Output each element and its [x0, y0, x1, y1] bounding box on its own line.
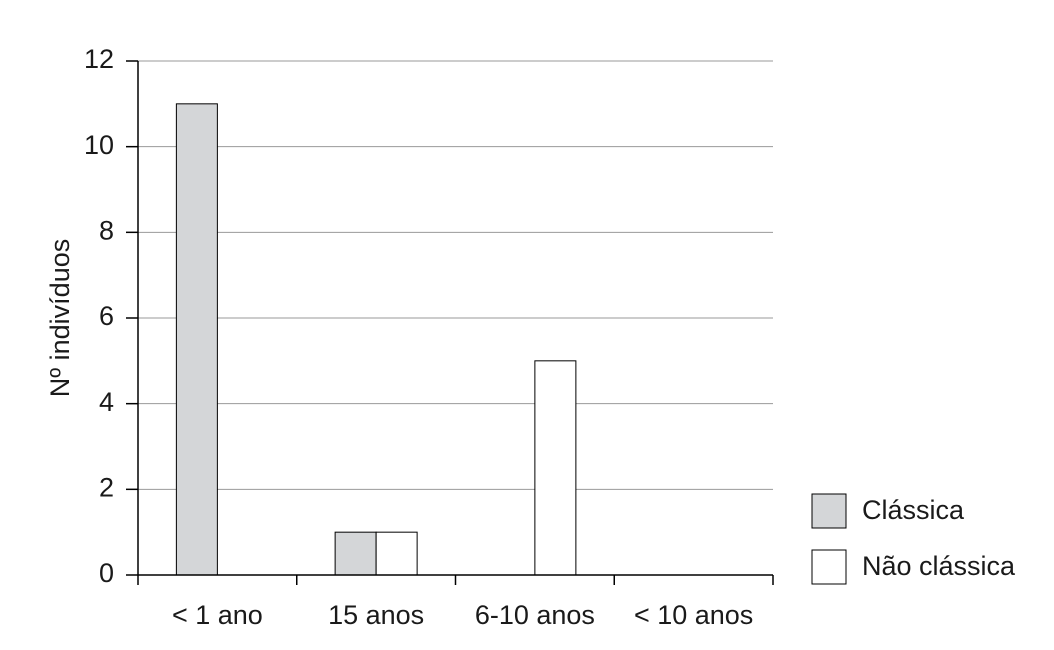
legend-label: Clássica — [862, 495, 965, 525]
y-tick-label: 0 — [99, 558, 114, 588]
y-tick-label: 12 — [84, 44, 114, 74]
legend-label: Não clássica — [862, 551, 1016, 581]
bar — [375, 531, 418, 576]
bar — [534, 360, 577, 576]
x-tick-label: < 10 anos — [634, 600, 753, 630]
x-tick-label: 6-10 anos — [475, 600, 595, 630]
y-axis-label: Nº indivíduos — [45, 239, 75, 397]
x-tick-label: < 1 ano — [172, 600, 263, 630]
bar — [175, 103, 218, 576]
bar — [334, 531, 377, 576]
y-tick-label: 10 — [84, 130, 114, 160]
legend-swatch — [811, 549, 847, 585]
x-tick-label: 15 anos — [328, 600, 424, 630]
legend-swatch — [811, 493, 847, 529]
y-tick-label: 6 — [99, 301, 114, 331]
y-tick-label: 8 — [99, 215, 114, 245]
y-tick-label: 4 — [99, 387, 114, 417]
y-tick-label: 2 — [99, 472, 114, 502]
